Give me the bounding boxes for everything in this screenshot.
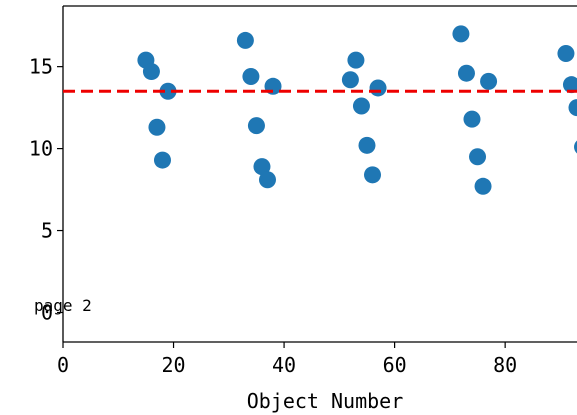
x-tick-label: 80 xyxy=(493,353,517,377)
data-point xyxy=(347,51,365,69)
data-point xyxy=(469,148,487,166)
x-tick-label: 20 xyxy=(161,353,185,377)
data-point xyxy=(148,118,166,136)
x-axis-label: Object Number xyxy=(247,389,404,413)
x-tick-label: 0 xyxy=(57,353,69,377)
data-point xyxy=(457,64,475,82)
page-annotation: page 2 xyxy=(34,296,92,315)
data-point xyxy=(258,171,276,189)
data-point xyxy=(159,82,177,100)
data-point xyxy=(253,158,271,176)
data-point xyxy=(358,136,376,154)
data-point xyxy=(568,99,577,117)
data-point xyxy=(364,166,382,184)
data-point xyxy=(341,71,359,89)
data-point xyxy=(352,97,370,115)
data-point xyxy=(452,25,470,43)
y-tick-label: 15 xyxy=(29,55,53,79)
data-point xyxy=(242,67,260,85)
data-point xyxy=(247,117,265,135)
plot-area xyxy=(63,25,577,195)
x-tick-label: 40 xyxy=(272,353,296,377)
x-tick-label: 60 xyxy=(383,353,407,377)
data-point xyxy=(557,45,575,63)
data-point xyxy=(480,72,498,90)
data-point xyxy=(574,140,577,154)
data-point xyxy=(562,76,577,94)
axes-frame xyxy=(62,5,577,343)
data-point xyxy=(369,79,387,97)
data-point xyxy=(236,31,254,49)
y-tick-label: 0 xyxy=(41,300,53,324)
y-tick-label: 5 xyxy=(41,219,53,243)
data-point xyxy=(463,110,481,128)
data-point xyxy=(153,151,171,169)
data-point xyxy=(142,63,160,81)
axis-ticks: 0 20 40 60 80 0 5 10 15 xyxy=(29,55,517,377)
data-point xyxy=(474,177,492,195)
y-tick-label: 10 xyxy=(29,137,53,161)
